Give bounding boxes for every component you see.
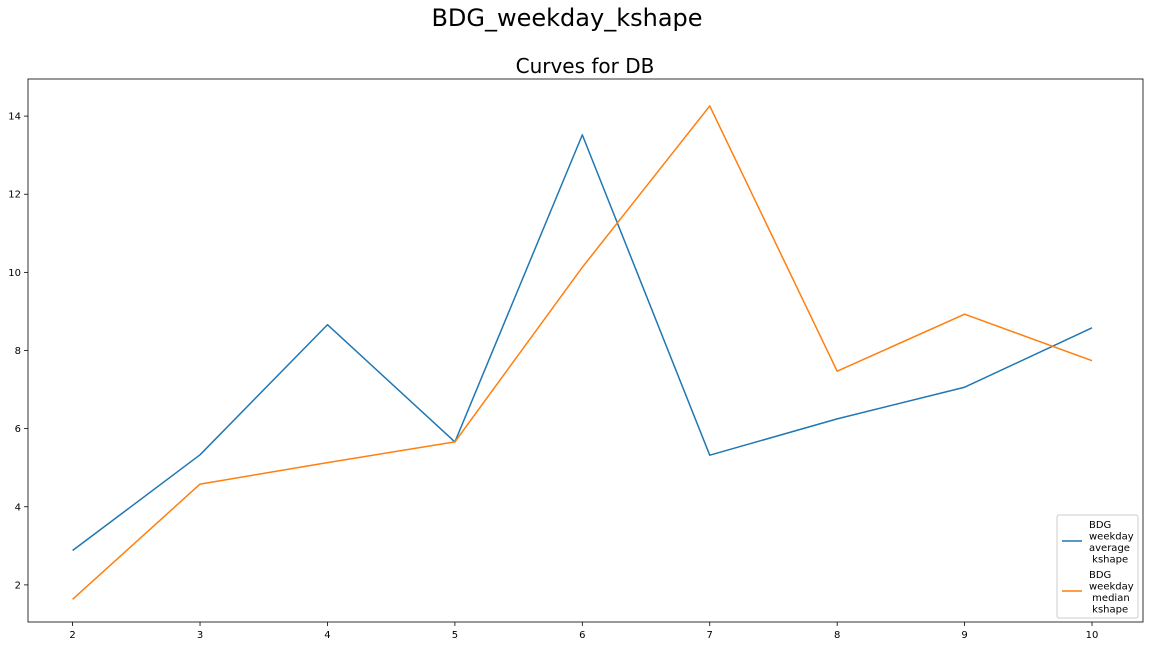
x-tick-label: 7: [707, 630, 713, 641]
y-tick-label: 4: [15, 502, 21, 513]
y-tick-label: 14: [8, 112, 21, 123]
plot-area-frame: [27, 78, 1144, 623]
series-line-1: [72, 134, 1093, 552]
series-line-2: [72, 105, 1093, 600]
legend-label-line: kshape: [1089, 605, 1128, 616]
legend-label-2: BDG weekday median kshape: [1089, 570, 1134, 616]
figure-suptitle: BDG_weekday_kshape: [431, 4, 702, 32]
y-tick-label: 6: [15, 424, 21, 435]
chart-title: Curves for DB: [516, 54, 655, 78]
legend-label-line: weekday: [1089, 582, 1134, 593]
x-tick-label: 10: [1086, 630, 1099, 641]
x-tick-label: 9: [961, 630, 967, 641]
y-tick-label: 2: [15, 580, 21, 591]
x-tick-label: 8: [834, 630, 840, 641]
series-layer: [72, 105, 1093, 600]
x-tick-label: 3: [197, 630, 203, 641]
x-tick-label: 6: [579, 630, 585, 641]
x-tick-label: 4: [324, 630, 330, 641]
legend-label-line: average: [1089, 543, 1130, 554]
y-axis: 2 4 6 8 10 12 14: [8, 112, 28, 591]
x-tick-label: 2: [69, 630, 75, 641]
legend-label-line: BDG: [1089, 520, 1111, 531]
legend-label-line: BDG: [1089, 570, 1111, 581]
legend-label-line: weekday: [1089, 532, 1134, 543]
legend-label-line: median: [1089, 593, 1130, 604]
legend-label-1: BDG weekday average kshape: [1089, 520, 1134, 566]
y-tick-label: 12: [8, 190, 21, 201]
legend-label-line: kshape: [1089, 555, 1128, 566]
y-tick-label: 10: [8, 268, 21, 279]
y-tick-label: 8: [15, 346, 21, 357]
x-axis: 2 3 4 5 6 7 8 9 10: [69, 622, 1098, 641]
x-tick-label: 5: [452, 630, 458, 641]
